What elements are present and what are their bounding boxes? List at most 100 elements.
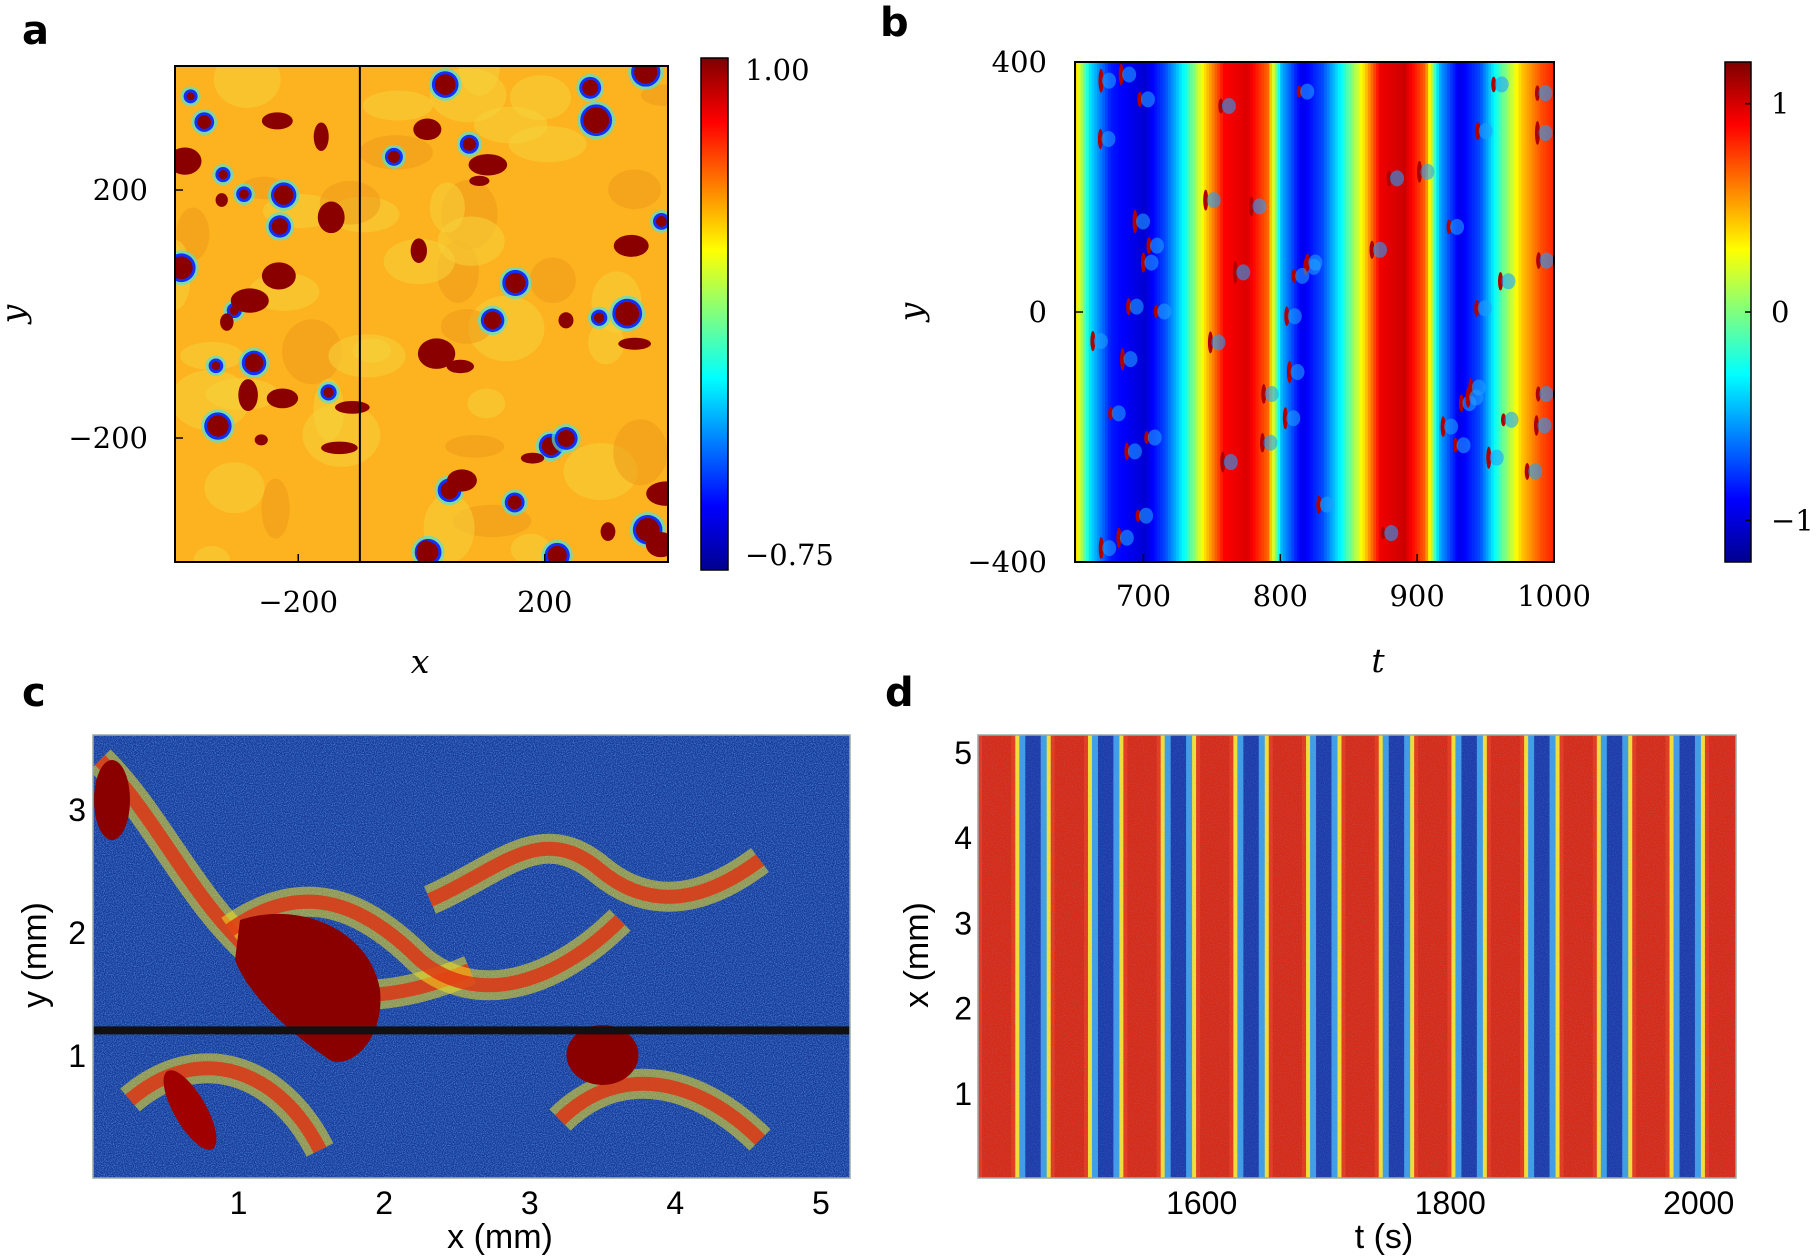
panel-b-stripe — [1340, 62, 1344, 562]
panel-a-spot — [186, 92, 195, 101]
panel-b-stripe — [1170, 62, 1175, 562]
panel-b-defect-halo — [1111, 405, 1126, 422]
panel-b-stripe — [1113, 62, 1117, 562]
panel-d-ytick-label: 4 — [954, 820, 972, 856]
panel-b-stripe — [1337, 62, 1342, 562]
panel-c-ytick-label: 3 — [68, 792, 86, 828]
panel-b-stripe — [1321, 62, 1325, 562]
panel-b-defect-halo — [1206, 192, 1221, 209]
panel-b-defect-halo — [1149, 237, 1164, 254]
panel-a-dark-spot — [334, 400, 370, 414]
panel-a-spot — [557, 429, 575, 447]
panel-a-patch — [204, 462, 265, 514]
panel-b-defect-halo — [1221, 97, 1236, 114]
panel-b-defect-halo — [1450, 218, 1465, 235]
panel-b-defect — [1132, 209, 1138, 234]
panel-b-defect — [1286, 360, 1292, 384]
panel-b-stripe — [1491, 62, 1495, 562]
panel-d-ytick-label: 5 — [954, 735, 972, 771]
panel-a-spot — [634, 66, 658, 84]
panel-c-swirl-core — [125, 1061, 327, 1154]
panel-b-stripe — [1521, 62, 1525, 562]
panel-a-dark-spot — [520, 452, 545, 464]
panel-a-patch — [429, 182, 465, 233]
panel-b-stripe — [1146, 62, 1150, 562]
panel-d-noise — [978, 735, 1736, 1178]
panel-b-defect-halo — [1211, 334, 1226, 351]
panel-d: d 1600 1800 2000 1 2 3 4 5 t (s) x (mm) — [885, 670, 1737, 1256]
panel-a-patch — [640, 84, 668, 107]
panel-b-stripe — [1102, 62, 1106, 562]
panel-b-ylabel: y — [891, 302, 930, 323]
panel-b-stripe — [1173, 62, 1177, 562]
panel-b-defect-halo — [1373, 241, 1388, 258]
panel-b-defect — [1124, 442, 1130, 461]
panel-b-defect-halo — [1252, 198, 1267, 215]
panel-b-defect — [1259, 433, 1265, 453]
panel-b-defect-halo — [1157, 303, 1172, 320]
panel-b-stripe — [1433, 62, 1437, 562]
panel-b-defect-halo — [1286, 410, 1301, 427]
panel-a-dark-spot — [600, 522, 616, 541]
panel-b-defect-halo — [1504, 411, 1519, 428]
panel-a-colorbar-max: 1.00 — [745, 53, 810, 87]
panel-b-stripe — [1088, 62, 1093, 562]
panel-b-defect — [1118, 63, 1124, 86]
panel-c-ytick-label: 2 — [68, 915, 86, 951]
panel-a-dark-spot — [220, 313, 234, 331]
panel-b-defect-halo — [1102, 72, 1117, 89]
panel-b-stripe — [1217, 62, 1221, 562]
panel-b-stripe — [1263, 62, 1268, 562]
panel-b-stripe — [1206, 62, 1210, 562]
panel-b-defect-halo — [1119, 529, 1134, 546]
panel-b-stripe — [1417, 62, 1421, 562]
panel-b-colorbar-tick-label: 1 — [1771, 87, 1789, 121]
panel-a-dark-spot — [613, 234, 649, 257]
panel-b-stripe — [1348, 62, 1353, 562]
panel-b-stripe — [1107, 62, 1112, 562]
panel-b-stripe — [1220, 62, 1224, 562]
panel-b-stripe — [1252, 62, 1257, 562]
panel-a-ylabel: y — [0, 304, 32, 325]
panel-b-stripe — [1378, 62, 1383, 562]
panel-b-stripe — [1359, 62, 1363, 562]
panel-a-spot — [387, 150, 400, 163]
panel-b-stripe — [1272, 62, 1276, 562]
panel-b-stripe — [1529, 62, 1533, 562]
panel-a-dark-spot — [215, 193, 228, 207]
panel-a-dark-spot — [321, 441, 358, 455]
panel-b-stripe — [1551, 62, 1554, 562]
panel-b-defect — [1533, 415, 1539, 436]
panel-a-spot — [583, 107, 610, 134]
panel-a-axes: −200 200 200 −200 — [68, 173, 572, 619]
panel-b-stripe — [1233, 62, 1238, 562]
panel-b-defect-halo — [1140, 91, 1155, 108]
panel-b-xtick-label: 900 — [1389, 579, 1444, 613]
panel-a-spot — [547, 545, 567, 562]
panel-d-ylabel: x (mm) — [898, 902, 936, 1008]
panel-b-stripe — [1345, 62, 1350, 562]
panel-b-stripe — [1326, 62, 1331, 562]
panel-b-defect — [1146, 237, 1152, 255]
panel-b-stripe — [1200, 62, 1205, 562]
panel-b-stripe — [1430, 62, 1435, 562]
panel-b-stripe — [1471, 62, 1476, 562]
panel-b-defect-halo — [1147, 429, 1162, 446]
panel-b-stripe — [1299, 62, 1303, 562]
panel-b-stripe — [1315, 62, 1320, 562]
panel-b-defect — [1144, 431, 1150, 444]
panel-a-dark-spot — [469, 175, 490, 187]
panel-a-dark-spot — [261, 112, 293, 130]
panel-c-heatmap — [93, 735, 850, 1178]
panel-a-dark-spot — [468, 154, 508, 176]
panel-b-stripe — [1222, 62, 1227, 562]
panel-b-stripe — [1356, 62, 1361, 562]
panel-a-spot — [615, 301, 640, 326]
panel-b-stripe — [1176, 62, 1180, 562]
panel-b-stripe — [1231, 62, 1235, 562]
panel-b-stripe — [1540, 62, 1544, 562]
panel-a-dark-spot — [317, 201, 345, 234]
panel-b-stripe — [1280, 62, 1284, 562]
panel-a-patch — [180, 341, 244, 371]
panel-c-blob — [163, 1070, 217, 1150]
